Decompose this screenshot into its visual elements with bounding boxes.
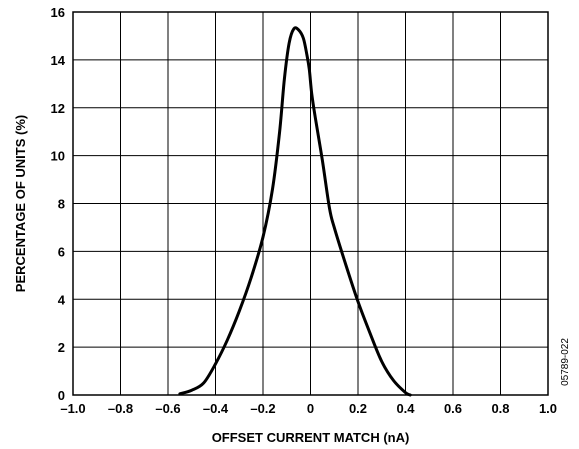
y-tick-label: 10 [51, 149, 65, 164]
plot-frame [72, 11, 549, 396]
y-tick-label: 6 [58, 244, 65, 259]
y-tick-label: 12 [51, 101, 65, 116]
x-tick-labels: –1.0 –0.8 –0.6 –0.4 –0.2 0 0.2 0.4 0.6 0.8 1.0 [60, 401, 557, 416]
series-layer [178, 26, 412, 397]
x-tick-label: 0.2 [349, 401, 367, 416]
x-tick-label: 0.6 [444, 401, 462, 416]
x-tick-label: 0.4 [396, 401, 415, 416]
y-tick-label: 14 [51, 53, 66, 68]
x-tick-label: –0.2 [250, 401, 275, 416]
y-tick-labels: 0 2 4 6 8 10 12 14 16 [51, 5, 66, 403]
plot-border [72, 11, 549, 396]
y-tick-label: 0 [58, 388, 65, 403]
y-tick-label: 8 [58, 197, 65, 212]
figure-id: 05789-022 [560, 338, 571, 386]
x-tick-label: 0 [307, 401, 314, 416]
x-tick-label: –0.4 [203, 401, 229, 416]
y-tick-label: 16 [51, 5, 65, 20]
y-axis-title: PERCENTAGE OF UNITS (%) [13, 115, 28, 292]
x-axis-title: OFFSET CURRENT MATCH (nA) [212, 430, 410, 445]
x-tick-label: –0.8 [108, 401, 133, 416]
x-tick-label: –1.0 [60, 401, 85, 416]
distribution-curve [178, 26, 412, 397]
x-tick-label: 1.0 [539, 401, 557, 416]
x-tick-label: 0.8 [491, 401, 509, 416]
y-tick-label: 2 [58, 340, 65, 355]
y-tick-label: 4 [58, 292, 66, 307]
x-tick-label: –0.6 [155, 401, 180, 416]
